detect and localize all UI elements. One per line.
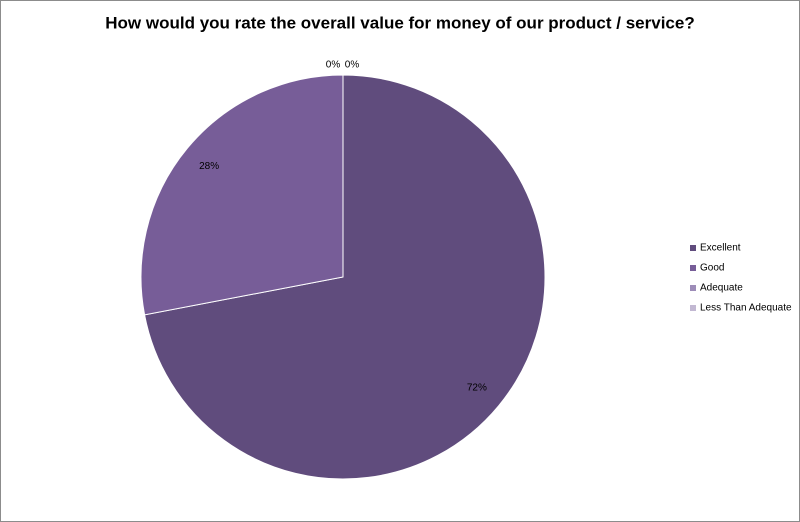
legend-label: Good xyxy=(700,263,724,274)
data-label: 72% xyxy=(467,382,487,393)
legend-swatch xyxy=(690,245,696,251)
legend-swatch xyxy=(690,265,696,271)
legend-label: Less Than Adequate xyxy=(700,303,792,314)
data-label: 28% xyxy=(199,161,219,172)
data-label: 0% xyxy=(345,60,360,71)
pie-slice xyxy=(143,74,546,480)
data-label: 0% xyxy=(326,60,341,71)
legend-swatch xyxy=(690,285,696,291)
legend-label: Adequate xyxy=(700,283,743,294)
chart-title: How would you rate the overall value for… xyxy=(105,13,694,32)
legend-label: Excellent xyxy=(700,243,741,254)
legend-swatch xyxy=(690,305,696,311)
pie-slice xyxy=(140,74,344,316)
